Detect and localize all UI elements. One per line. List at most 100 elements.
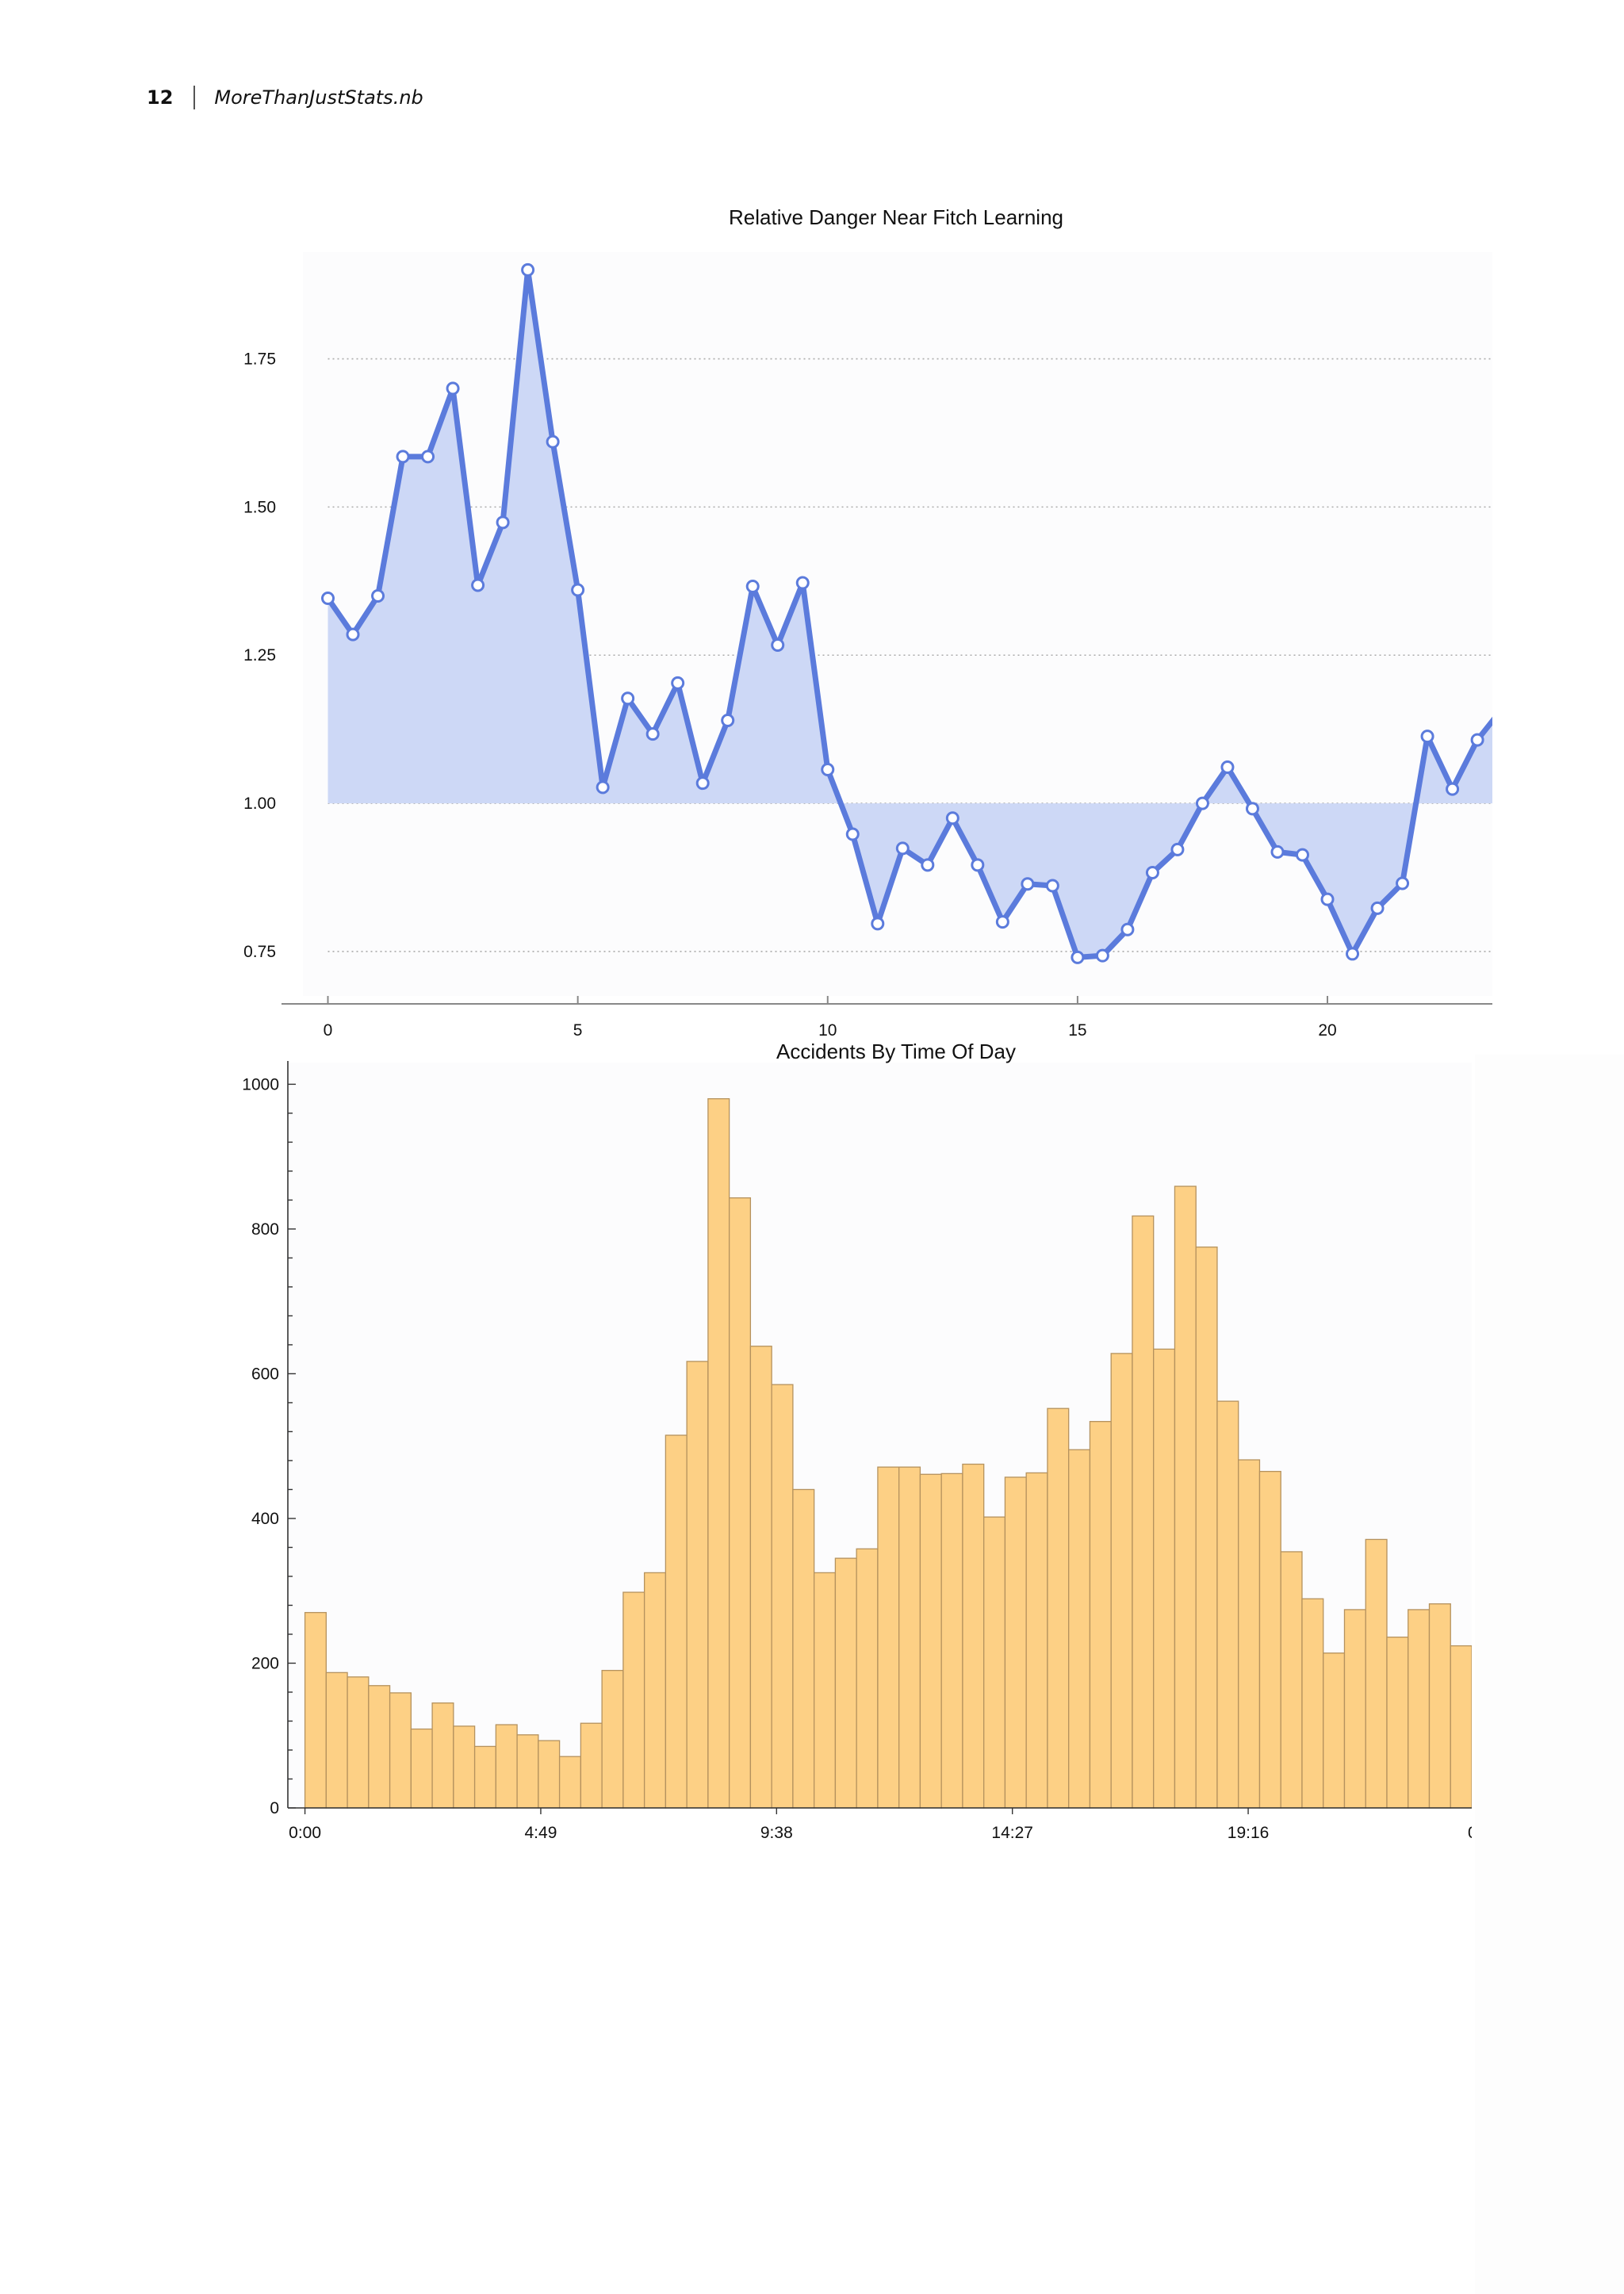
line-chart-point xyxy=(1296,848,1310,862)
histogram-bar xyxy=(1365,1538,1388,1809)
histogram-bar xyxy=(771,1384,794,1809)
histogram-bar xyxy=(558,1756,582,1809)
line-chart-x-tick-label: 10 xyxy=(818,1021,837,1040)
histogram-bar xyxy=(792,1488,815,1809)
line-chart-grid: 0.75 1.00 1.25 1.50 1.75 xyxy=(243,350,1492,961)
line-chart-point xyxy=(995,915,1009,929)
line-chart-point xyxy=(1396,876,1410,890)
bar-chart-x-tick-label: 0:00 xyxy=(289,1824,321,1842)
histogram-bar xyxy=(814,1572,837,1809)
line-chart-point xyxy=(871,917,885,931)
histogram-bar xyxy=(1153,1348,1176,1809)
line-chart-point xyxy=(1045,879,1059,893)
line-chart-point xyxy=(771,638,785,653)
histogram-bar xyxy=(325,1672,348,1809)
histogram-bar xyxy=(940,1473,963,1809)
line-chart-point xyxy=(321,591,335,605)
histogram-bar xyxy=(1047,1407,1070,1809)
line-chart-point xyxy=(1320,892,1335,906)
line-chart-point xyxy=(1145,866,1159,880)
line-chart-point xyxy=(1170,842,1185,856)
line-chart-series-line xyxy=(325,266,1505,960)
bar-chart-x-tick-label: 9:38 xyxy=(760,1824,793,1842)
histogram-bar xyxy=(601,1669,624,1809)
histogram-bar xyxy=(1216,1400,1239,1809)
line-chart-point xyxy=(1245,802,1259,816)
histogram-bar xyxy=(304,1611,327,1809)
histogram-bar xyxy=(1195,1247,1218,1809)
histogram-bar xyxy=(1323,1653,1346,1809)
line-chart-point xyxy=(571,583,585,597)
line-chart-point xyxy=(845,827,860,841)
bar-chart: Accidents By Time Of Day 0 200 400 600 800 10… xyxy=(242,1040,1500,1842)
line-chart-point xyxy=(1195,796,1209,810)
line-chart-point xyxy=(1071,950,1085,964)
line-chart-point xyxy=(471,578,485,592)
histogram-bar xyxy=(1004,1476,1027,1809)
line-chart-point xyxy=(371,588,385,603)
histogram-bar xyxy=(856,1548,879,1809)
line-chart-point xyxy=(1220,760,1235,774)
histogram-bar xyxy=(962,1463,985,1809)
histogram-bar xyxy=(495,1724,518,1809)
histogram-bar xyxy=(1132,1215,1155,1809)
bar-chart-y-tick-label: 1000 xyxy=(242,1075,279,1093)
line-chart-y-tick-label: 1.75 xyxy=(243,350,276,369)
line-chart-point xyxy=(1120,922,1135,936)
bar-chart-y-tick-label: 0 xyxy=(270,1799,279,1817)
line-chart-filling xyxy=(327,270,1503,958)
histogram-bar xyxy=(665,1434,688,1809)
line-chart-point xyxy=(1346,947,1360,961)
line-chart-point xyxy=(346,627,360,641)
line-chart-point xyxy=(421,450,435,464)
line-chart-point xyxy=(821,762,835,776)
histogram-bar xyxy=(1301,1598,1324,1809)
bar-chart-y-tick-label: 400 xyxy=(251,1510,279,1528)
line-chart-point xyxy=(496,515,510,530)
line-chart-point xyxy=(1446,782,1460,796)
histogram-bar xyxy=(643,1572,667,1809)
histogram-bar xyxy=(1110,1353,1133,1809)
histogram-bar xyxy=(580,1722,603,1809)
histogram-bar xyxy=(1238,1459,1261,1809)
histogram-bar xyxy=(1408,1609,1431,1809)
histogram-bar xyxy=(919,1473,942,1809)
line-chart-point xyxy=(645,727,660,741)
bar-chart-axes: 020040060080010000:004:499:3814:2719:160… xyxy=(242,1061,1500,1842)
line-chart-point xyxy=(1095,948,1109,963)
bar-chart-y-tick-label: 600 xyxy=(251,1365,279,1383)
line-chart-point xyxy=(1470,733,1484,747)
line-chart-point xyxy=(546,435,560,449)
histogram-bar xyxy=(1089,1421,1112,1809)
histogram-bar xyxy=(1343,1609,1366,1809)
histogram-bar xyxy=(538,1740,561,1809)
line-chart-title: Relative Danger Near Fitch Learning xyxy=(729,205,1063,229)
document-name: MoreThanJustStats.nb xyxy=(214,86,423,109)
histogram-bar xyxy=(1068,1449,1091,1809)
line-chart-point xyxy=(695,776,710,791)
line-chart-point xyxy=(1420,730,1434,744)
histogram-bar xyxy=(983,1516,1006,1809)
page-edge-shade xyxy=(1475,1055,1624,2294)
line-chart-point xyxy=(945,811,959,825)
line-chart-x-tick-label: 5 xyxy=(573,1021,583,1040)
histogram-bar xyxy=(516,1734,539,1809)
bar-chart-x-tick-label: 4:49 xyxy=(525,1824,557,1842)
line-chart-point xyxy=(621,691,635,706)
histogram-bar xyxy=(877,1466,900,1809)
histogram-bar xyxy=(1386,1636,1409,1809)
line-chart-point xyxy=(671,676,685,690)
line-chart-y-tick-label: 1.25 xyxy=(243,646,276,664)
line-chart-point xyxy=(446,381,460,396)
line-chart-points xyxy=(321,262,1484,964)
page-header: 12 MoreThanJustStats.nb xyxy=(147,86,423,109)
histogram-bar xyxy=(453,1725,476,1809)
histogram-bar xyxy=(707,1097,730,1809)
line-chart-point xyxy=(1021,877,1035,891)
histogram-bar xyxy=(1174,1185,1197,1809)
bar-chart-y-tick-label: 200 xyxy=(251,1654,279,1672)
line-chart-point xyxy=(971,858,985,872)
page-number: 12 xyxy=(147,86,174,109)
line-chart-point xyxy=(396,450,410,464)
